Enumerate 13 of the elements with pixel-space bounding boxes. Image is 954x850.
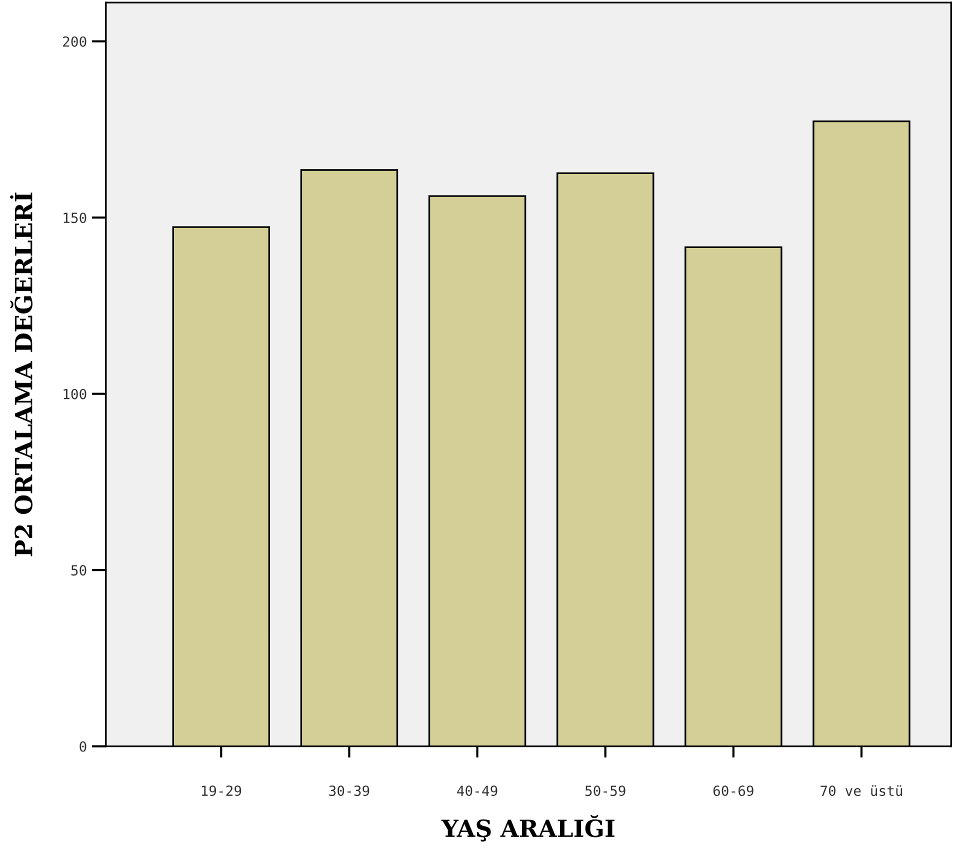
y-tick-label: 0 [80, 741, 86, 752]
x-tick-label: 70 ve üstü [820, 785, 902, 796]
y-axis-title: P2 ORTALAMA DEĞERLERİ [10, 192, 32, 556]
y-tick-label: 200 [63, 36, 86, 47]
x-axis-title: YAŞ ARALIĞI [441, 815, 614, 842]
y-tick-label: 100 [64, 388, 86, 400]
x-tick-label: 60-69 [713, 786, 754, 796]
x-tick-label: 19-29 [202, 786, 242, 796]
y-tick-label: 150 [64, 212, 86, 224]
x-tick-label: 50-59 [585, 786, 626, 796]
y-tick-label: 50 [71, 565, 86, 576]
x-tick-label: 30-39 [329, 786, 370, 796]
x-tick-label: 40-49 [457, 786, 498, 796]
